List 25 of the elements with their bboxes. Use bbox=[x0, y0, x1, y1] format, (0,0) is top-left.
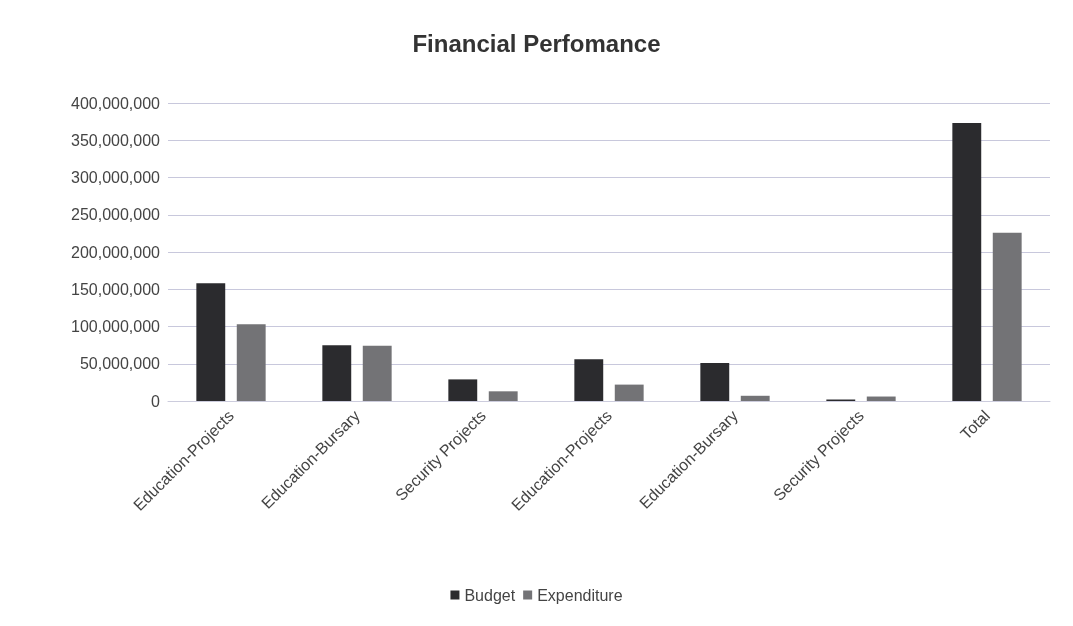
bar bbox=[740, 395, 770, 401]
y-tick-label: 250,000,000 bbox=[71, 206, 161, 224]
bar bbox=[866, 396, 896, 401]
bar bbox=[236, 324, 266, 401]
y-tick-label: 150,000,000 bbox=[71, 280, 161, 298]
bar bbox=[322, 345, 352, 401]
bar bbox=[574, 359, 604, 401]
y-tick-label: 50,000,000 bbox=[79, 355, 161, 373]
y-tick-label: 0 bbox=[151, 392, 161, 410]
legend-label: Budget bbox=[464, 586, 516, 604]
y-tick-label: 100,000,000 bbox=[71, 318, 161, 335]
y-tick-label: 400,000,000 bbox=[71, 94, 161, 112]
bar bbox=[488, 391, 518, 401]
bar bbox=[614, 384, 644, 401]
bar bbox=[700, 363, 730, 401]
bar bbox=[196, 283, 226, 401]
y-tick-label: 200,000,000 bbox=[71, 243, 161, 261]
chart-title: Financial Perfomance bbox=[412, 29, 661, 57]
y-tick-label: 350,000,000 bbox=[71, 131, 161, 149]
bar bbox=[952, 123, 982, 401]
bar bbox=[448, 379, 478, 401]
bar bbox=[992, 232, 1022, 401]
legend-label: Expenditure bbox=[537, 586, 623, 604]
y-tick-label: 300,000,000 bbox=[71, 169, 161, 186]
bar bbox=[362, 345, 392, 401]
